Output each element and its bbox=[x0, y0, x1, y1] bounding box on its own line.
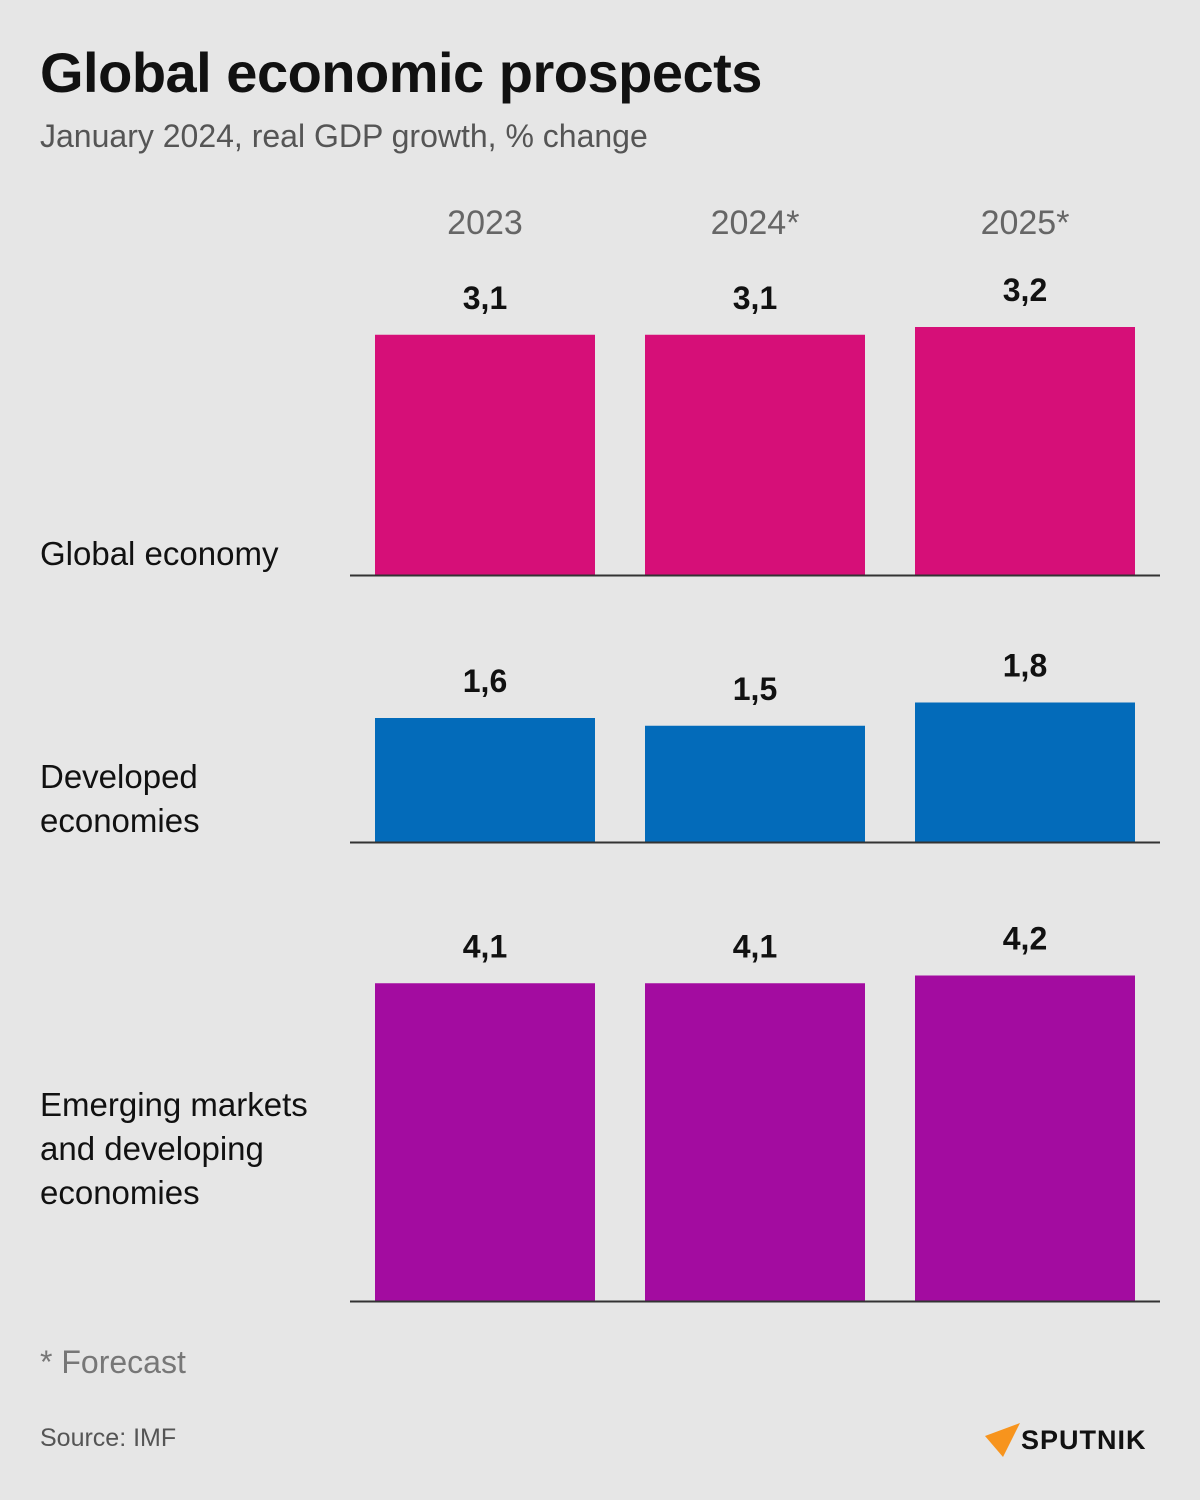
data-label: 4,1 bbox=[463, 928, 507, 964]
row-label-developed: Developed economies bbox=[40, 755, 200, 843]
logo-triangle-icon bbox=[985, 1423, 1020, 1457]
data-label: 1,5 bbox=[733, 671, 777, 707]
bar bbox=[915, 702, 1135, 842]
bar bbox=[375, 334, 595, 575]
data-label: 3,1 bbox=[463, 280, 507, 316]
data-label: 1,6 bbox=[463, 663, 507, 699]
data-label: 4,1 bbox=[733, 928, 777, 964]
year-label: 2025* bbox=[980, 204, 1070, 242]
row-label-emerging: Emerging markets and developing economies bbox=[40, 1083, 308, 1215]
data-label: 1,8 bbox=[1003, 648, 1047, 684]
year-label: 2024* bbox=[710, 204, 800, 242]
bar bbox=[645, 334, 865, 575]
bar bbox=[915, 327, 1135, 575]
logo-text: SPUTNIK bbox=[1021, 1425, 1147, 1455]
bar bbox=[375, 983, 595, 1301]
row-label-line: Emerging markets bbox=[40, 1086, 308, 1123]
sputnik-logo: SPUTNIK bbox=[985, 1423, 1147, 1457]
bar bbox=[645, 725, 865, 842]
bar bbox=[645, 983, 865, 1301]
row-label-line: Global economy bbox=[40, 535, 279, 572]
forecast-note: * Forecast bbox=[40, 1344, 186, 1380]
row-label-line: economies bbox=[40, 1174, 200, 1211]
row-label-global: Global economy bbox=[40, 532, 278, 576]
chart-subtitle: January 2024, real GDP growth, % change bbox=[40, 118, 648, 154]
chart-title: Global economic prospects bbox=[40, 41, 762, 104]
year-label: 2023 bbox=[447, 204, 523, 242]
source-text: Source: IMF bbox=[40, 1424, 177, 1452]
row-label-line: and developing bbox=[40, 1130, 264, 1167]
data-label: 3,1 bbox=[733, 280, 777, 316]
bar bbox=[915, 975, 1135, 1301]
bar bbox=[375, 718, 595, 842]
row-label-line: Developed bbox=[40, 758, 198, 795]
data-label: 4,2 bbox=[1003, 921, 1047, 957]
data-label: 3,2 bbox=[1003, 272, 1047, 308]
row-label-line: economies bbox=[40, 802, 200, 839]
